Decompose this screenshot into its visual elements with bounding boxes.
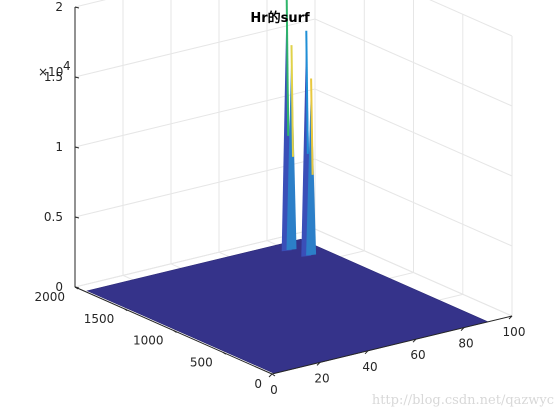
z-tick-mark bbox=[74, 76, 80, 79]
back-pane bbox=[75, 0, 315, 287]
x-tick-mark bbox=[508, 315, 513, 320]
surface-peak-highlight bbox=[310, 78, 314, 175]
grid-line-z bbox=[74, 88, 513, 177]
z-tick-label: 0.5 bbox=[44, 210, 63, 224]
surface-peak-body bbox=[286, 45, 297, 251]
y-tick-mark bbox=[271, 373, 276, 377]
z-tick-label: 0 bbox=[55, 280, 63, 294]
surface-peak-highlight bbox=[305, 30, 309, 154]
x-tick-label: 40 bbox=[362, 360, 377, 374]
z-tick-mark bbox=[74, 146, 80, 149]
x-tick-mark bbox=[268, 373, 273, 378]
y-tick-mark bbox=[123, 308, 128, 312]
z-tick-mark bbox=[74, 6, 80, 9]
z-tick-mark bbox=[74, 286, 80, 289]
chart-title: Hr的surf bbox=[250, 10, 310, 26]
watermark: http://blog.csdn.net/qazwyc bbox=[372, 393, 554, 408]
x-tick-label: 20 bbox=[314, 371, 329, 385]
x-tick-label: 80 bbox=[458, 337, 473, 351]
grid-line-z bbox=[74, 18, 513, 107]
z-tick-label: 2 bbox=[55, 0, 63, 14]
y-tick-label: 0 bbox=[254, 377, 262, 391]
x-tick-label: 0 bbox=[270, 383, 278, 397]
x-tick-mark bbox=[460, 327, 465, 331]
surface-peak-highlight bbox=[285, 0, 290, 136]
z-tick-mark bbox=[74, 216, 80, 219]
svg-text:4: 4 bbox=[63, 59, 71, 73]
x-tick-mark bbox=[364, 350, 369, 355]
z-tick-label: 1 bbox=[55, 140, 63, 154]
surface-plot bbox=[86, 0, 489, 374]
x-axis-line bbox=[271, 315, 513, 375]
x-tick-label: 60 bbox=[410, 348, 425, 362]
x-tick-label: 100 bbox=[503, 325, 526, 339]
grid-line-z bbox=[74, 0, 513, 37]
svg-text:×10: ×10 bbox=[38, 65, 63, 79]
y-tick-mark bbox=[173, 330, 177, 333]
axis-lines bbox=[74, 6, 513, 378]
y-tick-mark bbox=[222, 351, 227, 355]
x-tick-mark bbox=[316, 362, 321, 366]
z-tick-label: 1.5 bbox=[44, 70, 63, 84]
y-tick-label: 2000 bbox=[34, 290, 65, 304]
y-tick-label: 500 bbox=[190, 355, 213, 369]
x-tick-mark bbox=[412, 338, 417, 343]
z-exponent-label: ×10 4 bbox=[38, 59, 71, 79]
grid-line-z bbox=[74, 158, 513, 247]
y-tick-label: 1000 bbox=[133, 334, 164, 348]
surface-peak-body bbox=[306, 78, 317, 256]
surface-peak-highlight bbox=[290, 45, 294, 157]
y-tick-label: 1500 bbox=[84, 312, 115, 326]
